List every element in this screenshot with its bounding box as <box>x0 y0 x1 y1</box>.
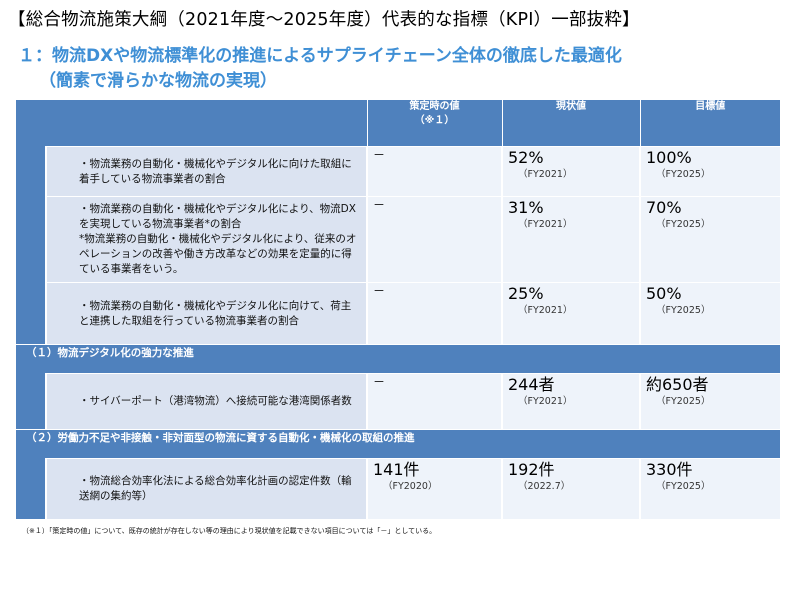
category-row: （２）労働力不足や非接触・非対面型の物流に資する自動化・機械化の取組の推進 <box>16 429 780 459</box>
row-stripe <box>16 373 46 430</box>
current-period: （FY2021） <box>518 219 573 230</box>
header-target: 目標値 <box>640 100 780 147</box>
initial-period: （FY2020） <box>383 481 438 492</box>
target-value: 50% <box>646 284 682 303</box>
kpi-item-note: *物流業務の自動化・機械化やデジタル化により、従来のオペレーションの改善や働き方… <box>79 233 357 275</box>
target-value: 100% <box>646 148 692 167</box>
initial-value: 141件 <box>373 460 420 479</box>
table-header-row: 策定時の値 （※１） 現状値 目標値 <box>16 100 780 147</box>
initial-value-cell: － <box>366 282 502 345</box>
target-period: （FY2025） <box>656 169 711 180</box>
current-value: 52% <box>508 148 544 167</box>
initial-value: － <box>373 375 386 389</box>
header-item-cell <box>16 100 368 147</box>
initial-value: － <box>373 284 386 298</box>
header-initial: 策定時の値 （※１） <box>367 100 503 147</box>
kpi-item: ・物流業務の自動化・機械化やデジタル化により、物流DXを実現している物流事業者*… <box>45 196 367 283</box>
kpi-item-text: ・物流業務の自動化・機械化やデジタル化により、物流DXを実現している物流事業者*… <box>79 203 356 230</box>
target-period: （FY2025） <box>656 396 711 407</box>
current-value: 31% <box>508 198 544 217</box>
section-title-line2: （簡素で滑らかな物流の実現） <box>39 71 277 91</box>
header-current: 現状値 <box>502 100 641 147</box>
current-value-cell: 192件 （2022.7） <box>501 458 640 519</box>
table-row: ・物流総合効率化法による総合効率化計画の認定件数（輸送網の集約等） 141件 （… <box>16 458 780 519</box>
category-label: （１）物流デジタル化の強力な推進 <box>16 344 780 374</box>
current-period: （FY2021） <box>518 169 573 180</box>
target-value-cell: 50% （FY2025） <box>639 282 780 345</box>
kpi-item: ・サイバーポート（港湾物流）へ接続可能な港湾関係者数 <box>45 373 367 430</box>
current-period: （FY2021） <box>518 305 573 316</box>
target-value: 70% <box>646 198 682 217</box>
table-row: ・サイバーポート（港湾物流）へ接続可能な港湾関係者数 － 244者 （FY202… <box>16 373 780 430</box>
row-stripe <box>16 282 46 345</box>
initial-value-cell: － <box>366 196 502 283</box>
initial-value: － <box>373 198 386 212</box>
target-value-cell: 約650者 （FY2025） <box>639 373 780 430</box>
target-value-cell: 100% （FY2025） <box>639 146 780 197</box>
current-value: 192件 <box>508 460 555 479</box>
current-value: 25% <box>508 284 544 303</box>
current-value-cell: 25% （FY2021） <box>501 282 640 345</box>
target-period: （FY2025） <box>656 305 711 316</box>
current-value: 244者 <box>508 375 555 394</box>
section-title-line1: １：物流DXや物流標準化の推進によるサプライチェーン全体の徹底した最適化 <box>18 46 622 66</box>
row-stripe <box>16 196 46 283</box>
kpi-item: ・物流業務の自動化・機械化やデジタル化に向けて、荷主と連携した取組を行っている物… <box>45 282 367 345</box>
target-value-cell: 70% （FY2025） <box>639 196 780 283</box>
current-period: （2022.7） <box>518 481 571 492</box>
row-stripe <box>16 458 46 519</box>
target-value: 330件 <box>646 460 693 479</box>
kpi-table: 策定時の値 （※１） 現状値 目標値 ・物流業務の自動化・機械化やデジタル化に向… <box>16 100 780 519</box>
target-value-cell: 330件 （FY2025） <box>639 458 780 519</box>
kpi-item: ・物流業務の自動化・機械化やデジタル化に向けた取組に着手している物流事業者の割合 <box>45 146 367 197</box>
initial-value-cell: － <box>366 373 502 430</box>
table-row: ・物流業務の自動化・機械化やデジタル化に向けた取組に着手している物流事業者の割合… <box>16 146 780 197</box>
current-value-cell: 52% （FY2021） <box>501 146 640 197</box>
kpi-item: ・物流総合効率化法による総合効率化計画の認定件数（輸送網の集約等） <box>45 458 367 519</box>
target-period: （FY2025） <box>656 219 711 230</box>
target-period: （FY2025） <box>656 481 711 492</box>
target-value: 約650者 <box>646 375 709 394</box>
table-row: ・物流業務の自動化・機械化やデジタル化により、物流DXを実現している物流事業者*… <box>16 196 780 283</box>
table-row: ・物流業務の自動化・機械化やデジタル化に向けて、荷主と連携した取組を行っている物… <box>16 282 780 345</box>
current-value-cell: 31% （FY2021） <box>501 196 640 283</box>
row-stripe <box>16 146 46 197</box>
category-row: （１）物流デジタル化の強力な推進 <box>16 344 780 374</box>
page-title: 【総合物流施策大綱（2021年度～2025年度）代表的な指標（KPI）一部抜粋】 <box>8 10 640 30</box>
initial-value-cell: － <box>366 146 502 197</box>
initial-value-cell: 141件 （FY2020） <box>366 458 502 519</box>
footnote: （※１）「策定時の値」について、既存の統計が存在しない等の理由により現状値を記載… <box>22 527 437 535</box>
current-value-cell: 244者 （FY2021） <box>501 373 640 430</box>
category-label: （２）労働力不足や非接触・非対面型の物流に資する自動化・機械化の取組の推進 <box>16 429 780 459</box>
initial-value: － <box>373 148 386 162</box>
section-title: １：物流DXや物流標準化の推進によるサプライチェーン全体の徹底した最適化 （簡素… <box>18 44 622 94</box>
current-period: （FY2021） <box>518 396 573 407</box>
